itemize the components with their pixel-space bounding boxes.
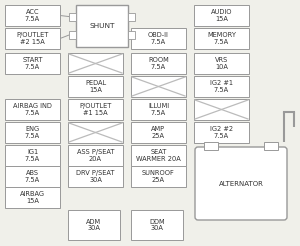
Bar — [194, 76, 249, 97]
Text: ADM
30A: ADM 30A — [86, 218, 102, 231]
Bar — [5, 145, 60, 166]
Bar — [194, 28, 249, 49]
Bar — [5, 187, 60, 208]
Bar — [131, 28, 186, 49]
Bar — [68, 145, 123, 166]
Bar — [68, 99, 123, 120]
Text: OBD-II
7.5A: OBD-II 7.5A — [148, 32, 169, 45]
Bar — [68, 166, 123, 187]
Bar — [69, 13, 76, 21]
Bar — [5, 166, 60, 187]
Text: AMP
25A: AMP 25A — [152, 126, 166, 139]
Bar — [128, 13, 135, 21]
FancyBboxPatch shape — [195, 147, 287, 220]
Bar — [5, 99, 60, 120]
Text: AUDIO
15A: AUDIO 15A — [211, 9, 232, 22]
Bar — [69, 31, 76, 39]
Bar — [131, 99, 186, 120]
Text: VRS
10A: VRS 10A — [215, 57, 228, 70]
Text: P/OUTLET
#1 15A: P/OUTLET #1 15A — [79, 103, 112, 116]
Bar — [204, 142, 218, 150]
Text: ACC
7.5A: ACC 7.5A — [25, 9, 40, 22]
Text: SUNROOF
25A: SUNROOF 25A — [142, 170, 175, 183]
Text: IG2 #2
7.5A: IG2 #2 7.5A — [210, 126, 233, 139]
Bar — [5, 28, 60, 49]
Bar — [5, 122, 60, 143]
Text: AIRBAG IND
7.5A: AIRBAG IND 7.5A — [13, 103, 52, 116]
Bar — [131, 166, 186, 187]
Text: ILLUMI
7.5A: ILLUMI 7.5A — [148, 103, 169, 116]
Text: SEAT
WARMER 20A: SEAT WARMER 20A — [136, 149, 181, 162]
Bar — [194, 122, 249, 143]
Bar — [194, 53, 249, 74]
Text: SHUNT: SHUNT — [89, 23, 115, 29]
Text: ALTERNATOR: ALTERNATOR — [219, 181, 263, 186]
Bar — [264, 142, 278, 150]
Text: P/OUTLET
#2 15A: P/OUTLET #2 15A — [16, 32, 49, 45]
Bar — [131, 122, 186, 143]
Bar — [128, 31, 135, 39]
Text: START
7.5A: START 7.5A — [22, 57, 43, 70]
Text: DDM
30A: DDM 30A — [149, 218, 165, 231]
Text: PEDAL
15A: PEDAL 15A — [85, 80, 106, 93]
Bar — [194, 99, 249, 120]
Text: AIRBAG
15A: AIRBAG 15A — [20, 191, 45, 204]
Bar — [68, 76, 123, 97]
Bar — [194, 5, 249, 26]
Bar — [5, 5, 60, 26]
Text: ASS P/SEAT
20A: ASS P/SEAT 20A — [77, 149, 114, 162]
Bar — [5, 53, 60, 74]
Bar — [68, 210, 120, 240]
Text: IG2 #1
7.5A: IG2 #1 7.5A — [210, 80, 233, 93]
Text: MEMORY
7.5A: MEMORY 7.5A — [207, 32, 236, 45]
Bar — [131, 210, 183, 240]
Bar — [68, 53, 123, 74]
Bar — [131, 76, 186, 97]
Text: DRV P/SEAT
30A: DRV P/SEAT 30A — [76, 170, 115, 183]
Bar — [68, 122, 123, 143]
Bar — [131, 145, 186, 166]
Bar — [131, 53, 186, 74]
Text: ABS
7.5A: ABS 7.5A — [25, 170, 40, 183]
Text: ROOM
7.5A: ROOM 7.5A — [148, 57, 169, 70]
Text: ENG
7.5A: ENG 7.5A — [25, 126, 40, 139]
Text: IG1
7.5A: IG1 7.5A — [25, 149, 40, 162]
Bar — [76, 5, 128, 47]
